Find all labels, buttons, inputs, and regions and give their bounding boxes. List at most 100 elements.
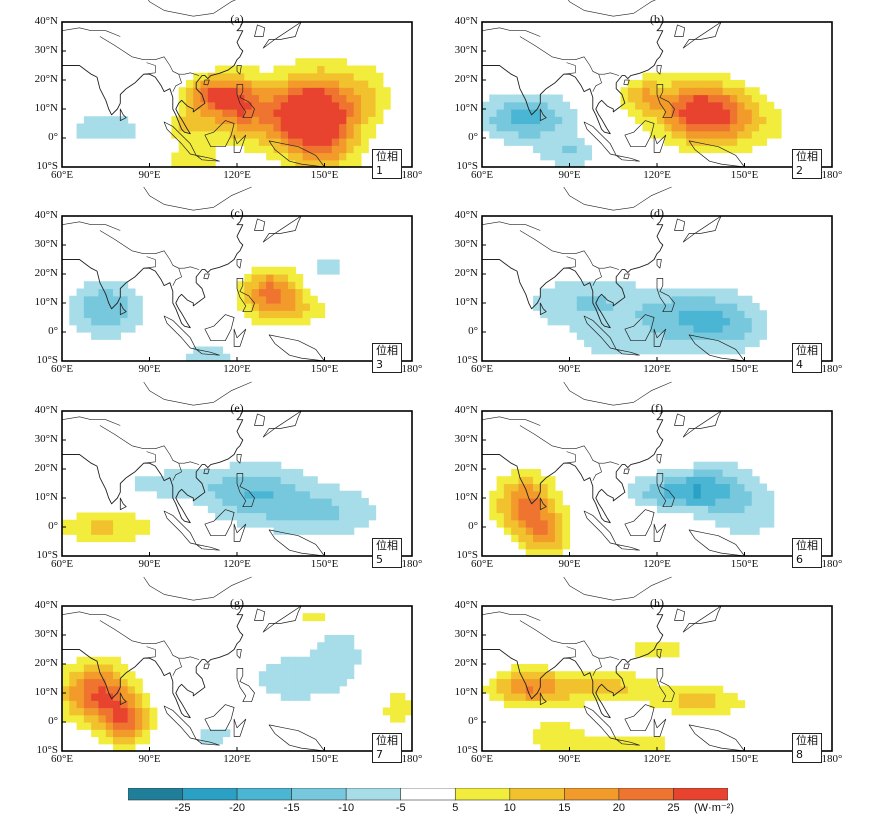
anomaly-cell: [171, 490, 180, 499]
anomaly-cell: [605, 288, 614, 297]
anomaly-cell: [562, 123, 571, 132]
anomaly-cell: [620, 736, 629, 745]
anomaly-cell: [346, 138, 355, 146]
anomaly-cell: [98, 700, 107, 709]
anomaly-cell: [511, 505, 520, 514]
anomaly-cell: [584, 671, 592, 680]
anomaly-cell: [671, 87, 680, 96]
anomaly-cell: [368, 80, 377, 88]
anomaly-cell: [686, 288, 695, 297]
anomaly-cell: [339, 152, 347, 161]
anomaly-cell: [91, 317, 100, 326]
anomaly-cell: [295, 685, 304, 694]
anomaly-cell: [540, 527, 549, 535]
anomaly-cell: [554, 281, 563, 290]
phase-label: 位相1: [372, 149, 402, 179]
anomaly-cell: [678, 476, 687, 485]
anomaly-cell: [127, 527, 136, 535]
anomaly-cell: [185, 490, 194, 499]
anomaly-cell: [671, 101, 680, 110]
anomaly-cell: [200, 346, 209, 355]
anomaly-cell: [511, 116, 520, 125]
anomaly-cell: [346, 642, 355, 651]
anomaly-cell: [346, 72, 355, 81]
anomaly-cell: [715, 685, 724, 694]
anomaly-cell: [207, 152, 216, 161]
anomaly-cell: [722, 317, 731, 326]
anomaly-cell: [251, 310, 260, 319]
coastline: [61, 27, 121, 37]
anomaly-cell: [142, 476, 151, 485]
coastline: [195, 739, 220, 746]
anomaly-cell: [295, 58, 304, 67]
anomaly-cell: [288, 693, 296, 701]
anomaly-cell: [346, 656, 355, 665]
lat-label: 10°N: [34, 102, 58, 114]
anomaly-cell: [280, 303, 289, 311]
anomaly-cell: [554, 671, 563, 680]
anomaly-cell: [737, 469, 746, 477]
anomaly-cell: [489, 116, 498, 125]
anomaly-cell: [729, 123, 738, 132]
anomaly-cell: [331, 498, 340, 506]
anomaly-cell: [258, 678, 267, 687]
anomaly-cell: [729, 317, 738, 326]
anomaly-cell: [605, 317, 614, 326]
anomaly-cell: [91, 324, 100, 333]
anomaly-cell: [482, 123, 490, 132]
anomaly-cell: [649, 317, 658, 326]
anomaly-cell: [591, 678, 600, 687]
anomaly-cell: [309, 65, 318, 74]
anomaly-cell: [339, 527, 347, 535]
lat-label: 40°N: [454, 15, 478, 27]
coastline: [656, 259, 662, 269]
coastline: [204, 314, 235, 342]
anomaly-cell: [503, 109, 512, 117]
anomaly-cell: [273, 490, 282, 499]
anomaly-cell: [302, 295, 311, 304]
anomaly-cell: [280, 159, 289, 168]
anomaly-cell: [185, 109, 194, 117]
anomaly-cell: [207, 159, 216, 168]
anomaly-cell: [569, 130, 578, 139]
anomaly-cell: [295, 72, 304, 81]
anomaly-cell: [353, 123, 362, 132]
anomaly-cell: [397, 707, 406, 716]
anomaly-cell: [346, 145, 355, 154]
anomaly-cell: [715, 346, 724, 355]
anomaly-cell: [605, 743, 614, 752]
anomaly-cell: [178, 159, 187, 168]
anomaly-cell: [496, 685, 505, 694]
anomaly-cell: [649, 310, 658, 319]
anomaly-cell: [547, 743, 556, 752]
anomaly-cell: [127, 729, 136, 738]
anomaly-cell: [346, 664, 355, 672]
anomaly-cell: [686, 700, 695, 709]
anomaly-cell: [62, 693, 70, 701]
anomaly-cell: [722, 87, 731, 96]
anomaly-cell: [309, 138, 318, 146]
anomaly-cell: [120, 130, 129, 139]
anomaly-cell: [576, 281, 585, 290]
anomaly-cell: [91, 714, 100, 723]
anomaly-cell: [708, 94, 716, 103]
anomaly-cell: [98, 678, 107, 687]
anomaly-cell: [244, 295, 253, 304]
anomaly-cell: [693, 123, 702, 132]
anomaly-cell: [331, 483, 340, 492]
anomaly-cell: [605, 281, 614, 290]
anomaly-cell: [649, 678, 658, 687]
anomaly-cell: [200, 80, 209, 88]
anomaly-cell: [620, 281, 629, 290]
anomaly-cell: [280, 295, 289, 304]
anomaly-cell: [295, 527, 304, 535]
anomaly-cell: [686, 145, 695, 154]
anomaly-cell: [671, 642, 680, 651]
anomaly-cell: [664, 303, 673, 311]
anomaly-cell: [759, 519, 767, 528]
anomaly-cell: [525, 541, 534, 550]
anomaly-cell: [200, 138, 209, 146]
anomaly-cell: [678, 317, 687, 326]
anomaly-cell: [222, 80, 231, 88]
anomaly-cell: [164, 476, 172, 485]
